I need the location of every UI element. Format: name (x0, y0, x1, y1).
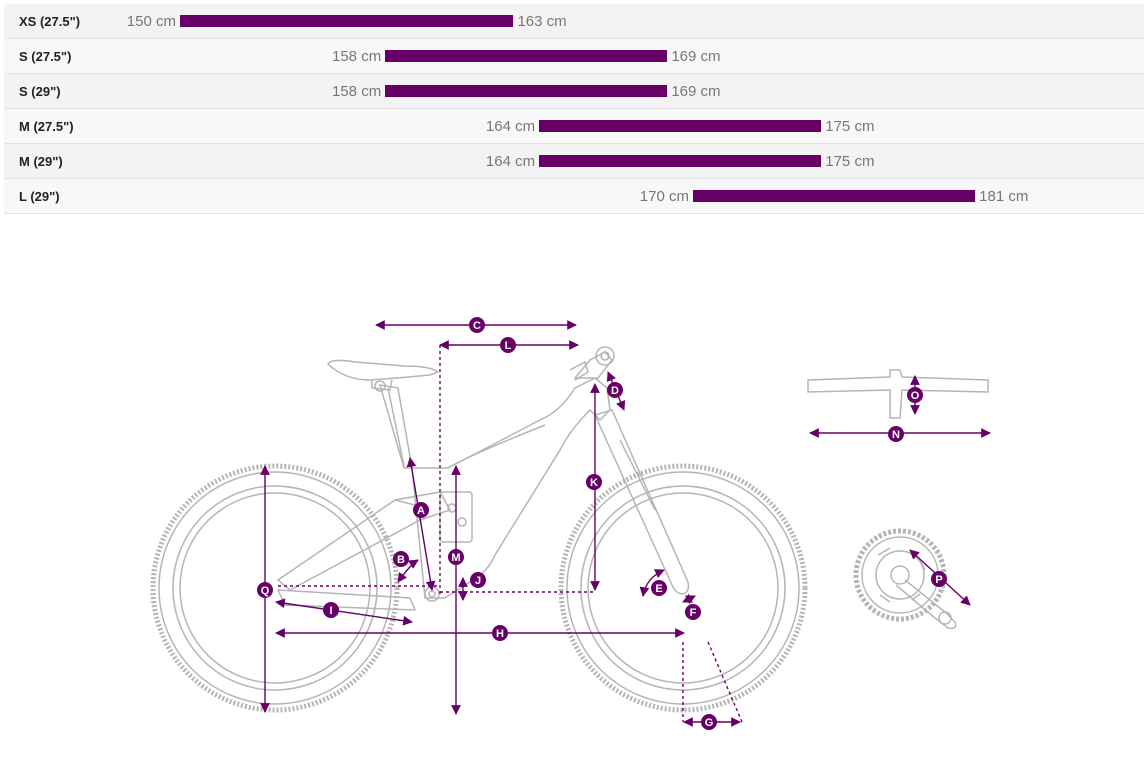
front-wheel (558, 463, 808, 713)
svg-text:E: E (655, 583, 662, 595)
marker-h: H (492, 625, 508, 641)
svg-text:B: B (397, 554, 405, 566)
rider-height-table: XS (27.5") 150 cm 163 cm S (27.5") 158 cm 16… (4, 4, 1144, 214)
marker-k: K (586, 474, 602, 490)
size-label: M (27.5") (19, 119, 74, 134)
max-height-label: 181 cm (979, 188, 1029, 205)
max-height-label: 163 cm (517, 13, 567, 30)
measurement-lines (260, 320, 991, 727)
marker-g: G (701, 714, 717, 730)
min-height-label: 150 cm (126, 13, 176, 30)
height-range-bar (385, 85, 668, 97)
svg-text:A: A (417, 505, 425, 517)
svg-text:Q: Q (261, 585, 270, 597)
max-height-label: 169 cm (671, 83, 721, 100)
max-height-label: 175 cm (825, 153, 875, 170)
height-range-bar (693, 190, 976, 202)
size-row: L (29") 170 cm 181 cm (4, 179, 1144, 214)
marker-n: N (888, 426, 904, 442)
svg-text:J: J (475, 575, 481, 587)
svg-text:M: M (451, 552, 460, 564)
svg-text:G: G (705, 717, 714, 729)
marker-i: I (323, 602, 339, 618)
max-height-label: 175 cm (825, 118, 875, 135)
svg-text:H: H (496, 628, 504, 640)
min-height-label: 170 cm (639, 188, 689, 205)
svg-text:D: D (611, 385, 619, 397)
marker-c: C (469, 317, 485, 333)
size-row: M (29") 164 cm 175 cm (4, 144, 1144, 179)
height-range-bar (385, 50, 668, 62)
size-row: M (27.5") 164 cm 175 cm (4, 109, 1144, 144)
marker-p: P (931, 571, 947, 587)
max-height-label: 169 cm (671, 48, 721, 65)
marker-e: E (651, 580, 667, 596)
size-row: S (27.5") 158 cm 169 cm (4, 39, 1144, 74)
marker-o: O (907, 387, 923, 403)
size-row: S (29") 158 cm 169 cm (4, 74, 1144, 109)
marker-f: F (685, 604, 701, 620)
marker-q: Q (257, 582, 273, 598)
marker-badges: A B C D E F G H I J K L M N O P Q (257, 317, 947, 730)
marker-j: J (470, 572, 486, 588)
svg-text:O: O (911, 390, 920, 402)
min-height-label: 164 cm (485, 153, 536, 170)
rear-wheel (150, 463, 400, 713)
size-row: XS (27.5") 150 cm 163 cm (4, 4, 1144, 39)
bike-geometry-diagram: A B C D E F G H I J K L M N O P Q (150, 317, 991, 730)
height-range-bar (539, 120, 822, 132)
svg-text:L: L (505, 340, 512, 352)
marker-b: B (393, 551, 409, 567)
svg-text:P: P (935, 574, 942, 586)
svg-text:I: I (329, 605, 332, 617)
marker-d: D (607, 382, 623, 398)
handlebar-detail (807, 369, 989, 419)
marker-m: M (448, 549, 464, 565)
size-label: S (27.5") (19, 49, 72, 64)
seatstay (276, 499, 421, 591)
svg-text:K: K (590, 477, 598, 489)
saddle (327, 359, 440, 381)
height-range-bar (180, 15, 514, 27)
min-height-label: 164 cm (485, 118, 536, 135)
frame (411, 377, 611, 599)
bike-outline (150, 346, 989, 713)
marker-l: L (500, 337, 516, 353)
svg-text:C: C (473, 320, 481, 332)
min-height-label: 158 cm (332, 48, 382, 65)
marker-a: A (413, 502, 429, 518)
height-range-bar (539, 155, 822, 167)
svg-text:F: F (690, 607, 697, 619)
svg-text:N: N (892, 429, 900, 441)
min-height-label: 158 cm (332, 83, 382, 100)
size-label: XS (27.5") (19, 14, 81, 29)
size-label: L (29") (19, 189, 60, 204)
size-label: S (29") (19, 84, 61, 99)
size-label: M (29") (19, 154, 63, 169)
